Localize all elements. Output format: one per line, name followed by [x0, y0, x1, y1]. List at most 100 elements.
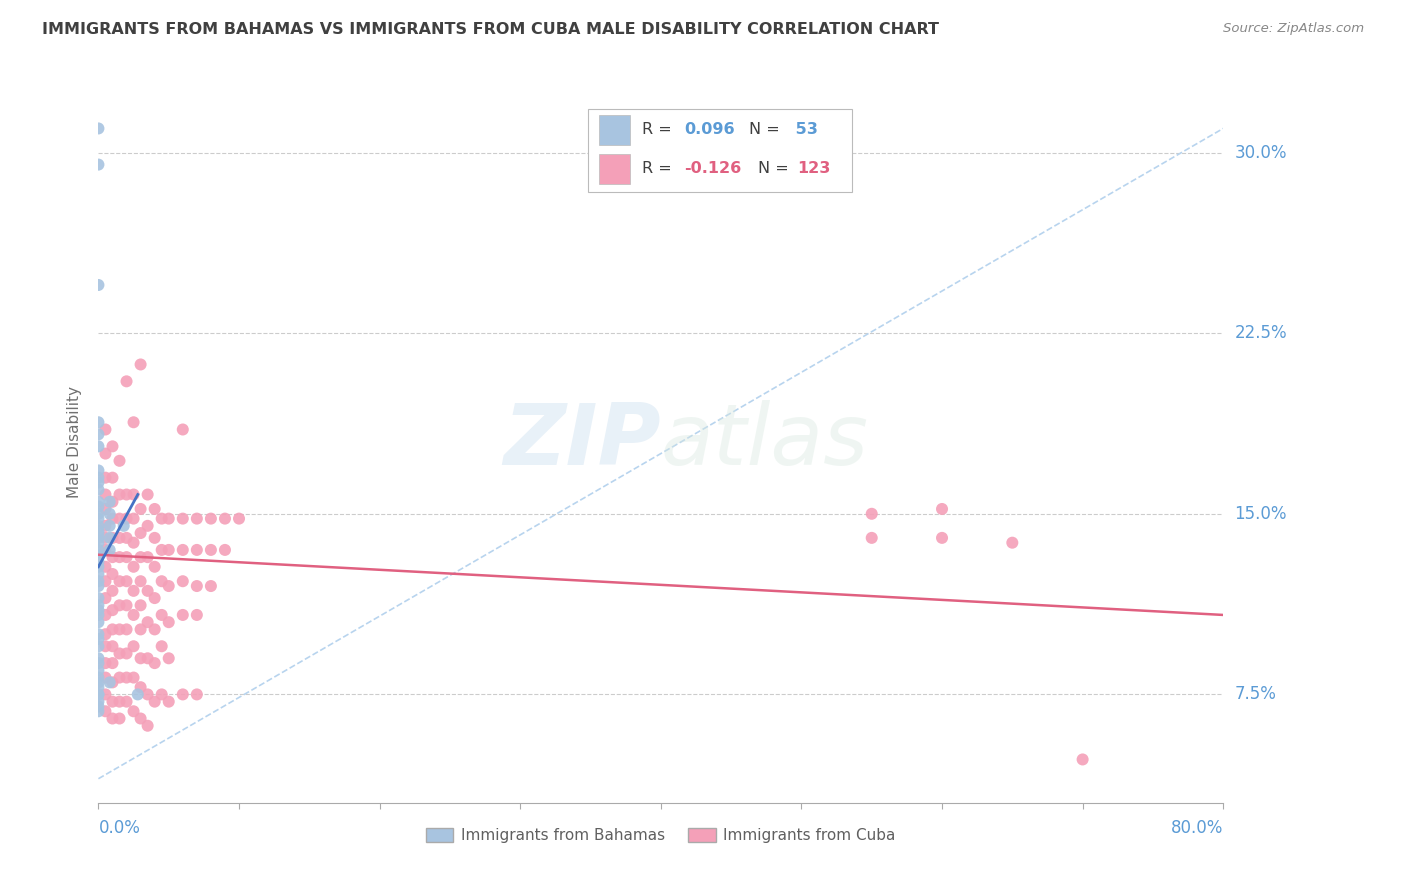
Point — [108, 623, 131, 637]
Point — [87, 599, 110, 613]
Point — [87, 699, 110, 714]
Point — [136, 687, 159, 701]
Point — [94, 519, 117, 533]
Y-axis label: Male Disability: Male Disability — [67, 385, 83, 498]
Point — [157, 542, 180, 557]
Point — [150, 574, 173, 589]
Point — [94, 627, 117, 641]
Point — [143, 531, 166, 545]
Point — [94, 542, 117, 557]
Point — [94, 671, 117, 685]
Point — [122, 415, 145, 429]
Point — [108, 511, 131, 525]
Point — [860, 531, 883, 545]
Point — [87, 471, 110, 485]
Point — [87, 158, 110, 172]
Point — [931, 531, 953, 545]
Point — [87, 494, 110, 508]
Bar — [599, 114, 630, 145]
Point — [87, 687, 110, 701]
Point — [98, 507, 121, 521]
Bar — [599, 153, 630, 184]
Point — [87, 483, 110, 497]
Text: 0.0%: 0.0% — [98, 820, 141, 838]
Point — [129, 680, 152, 694]
Text: 7.5%: 7.5% — [1234, 685, 1277, 704]
Point — [101, 639, 124, 653]
Point — [136, 519, 159, 533]
Point — [136, 583, 159, 598]
Point — [87, 542, 110, 557]
Point — [115, 695, 138, 709]
Point — [115, 647, 138, 661]
Point — [115, 671, 138, 685]
Point — [122, 535, 145, 549]
Point — [98, 675, 121, 690]
Point — [87, 664, 110, 678]
Point — [101, 511, 124, 525]
Point — [101, 623, 124, 637]
Point — [101, 675, 124, 690]
Point — [87, 548, 110, 562]
Point — [87, 680, 110, 694]
Point — [150, 542, 173, 557]
Point — [129, 358, 152, 372]
Point — [214, 542, 236, 557]
Text: 22.5%: 22.5% — [1234, 324, 1286, 343]
Point — [129, 712, 152, 726]
Point — [129, 651, 152, 665]
Point — [87, 507, 110, 521]
Point — [115, 531, 138, 545]
Point — [87, 500, 110, 514]
Point — [87, 704, 110, 718]
Point — [115, 599, 138, 613]
Point — [115, 623, 138, 637]
Point — [122, 487, 145, 501]
Point — [94, 531, 117, 545]
Point — [172, 687, 194, 701]
Point — [87, 651, 110, 665]
Point — [87, 591, 110, 606]
Point — [87, 531, 110, 545]
FancyBboxPatch shape — [588, 109, 852, 193]
Text: ZIP: ZIP — [503, 400, 661, 483]
Point — [94, 639, 117, 653]
Point — [200, 542, 222, 557]
Point — [98, 531, 121, 545]
Point — [101, 583, 124, 598]
Point — [87, 639, 110, 653]
Point — [94, 704, 117, 718]
Point — [122, 583, 145, 598]
Point — [87, 511, 110, 525]
Point — [150, 607, 173, 622]
Point — [108, 695, 131, 709]
Point — [115, 511, 138, 525]
Point — [129, 550, 152, 565]
Point — [143, 502, 166, 516]
Text: 30.0%: 30.0% — [1234, 144, 1286, 161]
Point — [186, 687, 208, 701]
Point — [94, 574, 117, 589]
Point — [94, 471, 117, 485]
Point — [101, 550, 124, 565]
Point — [87, 475, 110, 490]
Point — [87, 559, 110, 574]
Point — [1001, 535, 1024, 549]
Point — [172, 574, 194, 589]
Point — [87, 656, 110, 670]
Text: R =: R = — [641, 122, 676, 137]
Point — [94, 559, 117, 574]
Point — [101, 567, 124, 582]
Point — [143, 623, 166, 637]
Point — [172, 423, 194, 437]
Point — [101, 531, 124, 545]
Text: N =: N = — [748, 122, 785, 137]
Point — [94, 487, 117, 501]
Point — [94, 607, 117, 622]
Point — [87, 627, 110, 641]
Point — [150, 639, 173, 653]
Text: 80.0%: 80.0% — [1171, 820, 1223, 838]
Point — [214, 511, 236, 525]
Point — [127, 687, 149, 701]
Point — [172, 607, 194, 622]
